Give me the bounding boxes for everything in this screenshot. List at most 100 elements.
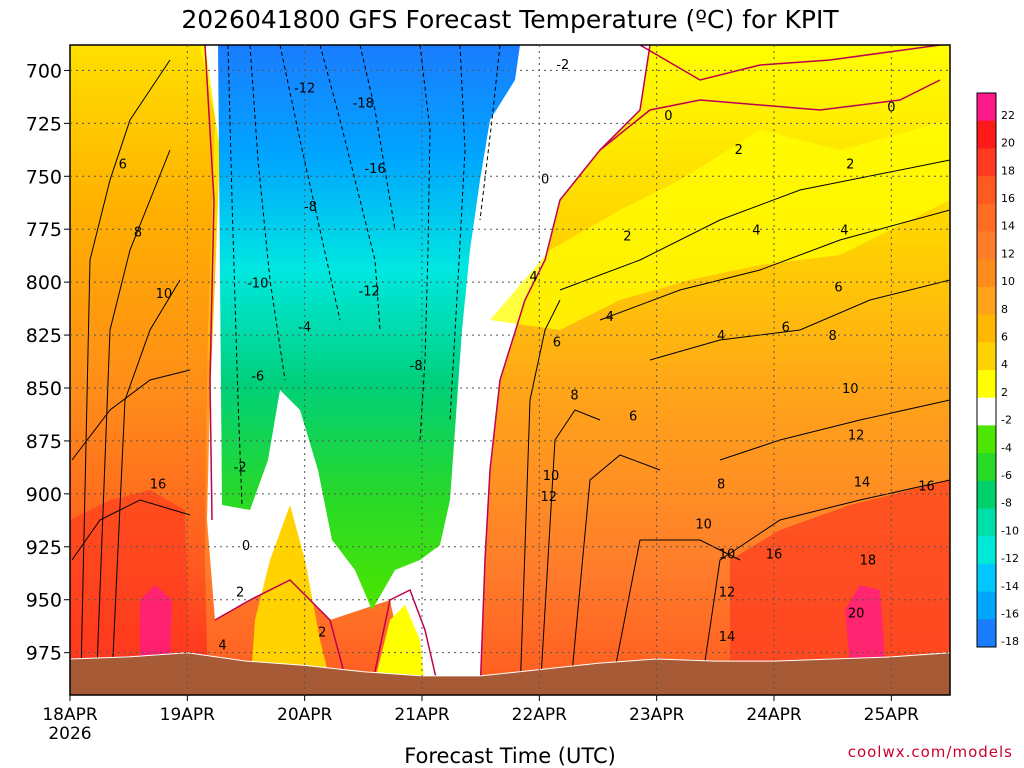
colorbar-tick-label: -18 — [1001, 635, 1019, 648]
colorbar-tick-label: -14 — [1001, 580, 1019, 593]
warm-pocket-21apr — [375, 605, 425, 690]
x-tick-label: 19APR — [160, 705, 216, 725]
y-tick-label: 750 — [26, 166, 62, 188]
colorbar-swatch — [977, 120, 996, 149]
contour-label: 16 — [150, 477, 167, 492]
y-tick-label: 700 — [26, 60, 62, 82]
contour-label: 0 — [541, 173, 549, 188]
colorbar-tick-label: 10 — [1001, 275, 1015, 288]
colorbar-tick-label: -4 — [1001, 441, 1012, 454]
sub-freezing-region — [218, 45, 520, 610]
contour-label: -12 — [359, 285, 380, 300]
colorbar-tick-label: -8 — [1001, 497, 1012, 510]
gridlines — [70, 45, 950, 695]
yellow-band-east — [490, 120, 950, 330]
contour-label: 16 — [766, 547, 783, 562]
colorbar: 22 20 18 16 14 12 10 8 6 4 2 -2 -4 -6 -8 -10 -12 -14 -16 -1… — [976, 92, 1019, 648]
max-core-west — [140, 585, 172, 660]
max-core-east — [845, 585, 885, 665]
colorbar-swatch — [977, 425, 996, 454]
x-axis-label: Forecast Time (UTC) — [404, 744, 616, 768]
y-axis: 700 725 750 775 800 825 850 875 900 925 950 975 — [26, 60, 70, 665]
contour-label: 6 — [782, 321, 790, 336]
contour-label: 2 — [236, 585, 244, 600]
colorbar-swatch — [977, 342, 996, 371]
contour-label: 2 — [735, 143, 743, 158]
colorbar-tick-label: -10 — [1001, 524, 1019, 537]
contour-label: 8 — [829, 329, 837, 344]
contour-label: 4 — [717, 329, 725, 344]
x-tick-label: 18APR — [42, 705, 98, 725]
y-tick-label: 875 — [26, 431, 62, 453]
isotherm-lines — [71, 59, 950, 695]
x-tick-year-label: 2026 — [48, 724, 91, 744]
freezing-line — [204, 45, 941, 695]
contour-label: 4 — [752, 223, 760, 238]
colorbar-tick-label: 12 — [1001, 247, 1015, 260]
contour-label: 8 — [134, 225, 142, 240]
y-tick-label: 925 — [26, 537, 62, 559]
contour-label: 4 — [606, 310, 614, 325]
contour-label: 0 — [664, 109, 672, 124]
colorbar-swatch — [977, 453, 996, 482]
colorbar-swatch — [977, 203, 996, 232]
contour-label: 0 — [242, 539, 250, 554]
y-tick-label: 950 — [26, 590, 62, 612]
contour-label: -6 — [251, 369, 264, 384]
contour-label: 14 — [719, 630, 736, 645]
credit-link[interactable]: coolwx.com/models — [848, 743, 1013, 761]
colorbar-swatch — [977, 508, 996, 537]
colorbar-swatch — [977, 397, 996, 426]
contour-label: 2 — [318, 626, 326, 641]
contour-label: 12 — [540, 490, 557, 505]
y-tick-label: 775 — [26, 219, 62, 241]
contour-label: -8 — [410, 359, 423, 374]
colorbar-tick-label: 6 — [1001, 330, 1008, 343]
contour-label: 10 — [156, 287, 173, 302]
contour-label: 0 — [887, 101, 895, 116]
contour-label: 4 — [840, 223, 848, 238]
colorbar-swatch — [977, 286, 996, 316]
contour-label: -18 — [353, 96, 374, 111]
contour-label: 12 — [719, 585, 736, 600]
colorbar-tick-label: -2 — [1001, 414, 1012, 427]
colorbar-swatch — [977, 148, 996, 177]
colorbar-tick-label: 20 — [1001, 137, 1015, 150]
colorbar-swatch — [977, 314, 996, 343]
colorbar-swatch — [977, 370, 996, 399]
colorbar-swatch — [977, 93, 996, 122]
colorbar-frame — [976, 92, 997, 648]
colorbar-swatch — [977, 536, 996, 565]
contour-label: -16 — [364, 162, 385, 177]
colorbar-tick-label: 8 — [1001, 303, 1008, 316]
y-tick-label: 725 — [26, 113, 62, 135]
contour-label: 6 — [834, 280, 842, 295]
contour-label: 12 — [848, 429, 865, 444]
x-tick-label: 20APR — [277, 705, 333, 725]
contour-label: 10 — [719, 547, 736, 562]
chart-title: 2026041800 GFS Forecast Temperature (ºC)… — [181, 5, 839, 34]
colorbar-tick-label: -16 — [1001, 607, 1019, 620]
contour-label: 16 — [918, 480, 935, 495]
x-tick-label: 22APR — [512, 705, 568, 725]
contour-label: -10 — [247, 276, 268, 291]
contour-label: 8 — [570, 388, 578, 403]
contour-label: 6 — [553, 336, 561, 351]
colorbar-tick-label: -6 — [1001, 469, 1012, 482]
colorbar-tick-label: 4 — [1001, 358, 1008, 371]
x-tick-label: 23APR — [629, 705, 685, 725]
colorbar-tick-label: -12 — [1001, 552, 1019, 565]
colorbar-swatch — [977, 563, 996, 593]
sub-freezing-isotherms — [227, 45, 501, 506]
y-tick-label: 975 — [26, 643, 62, 665]
colorbar-tick-label: 22 — [1001, 109, 1015, 122]
x-tick-label: 21APR — [394, 705, 450, 725]
contour-labels: 6810160-2242-6-10-4-8-12-18-16-12-8-2024… — [119, 58, 935, 653]
contour-label: 6 — [119, 158, 127, 173]
warm-core-east — [730, 480, 950, 695]
y-tick-label: 825 — [26, 325, 62, 347]
contour-label: 14 — [854, 475, 871, 490]
contour-label: 8 — [717, 477, 725, 492]
